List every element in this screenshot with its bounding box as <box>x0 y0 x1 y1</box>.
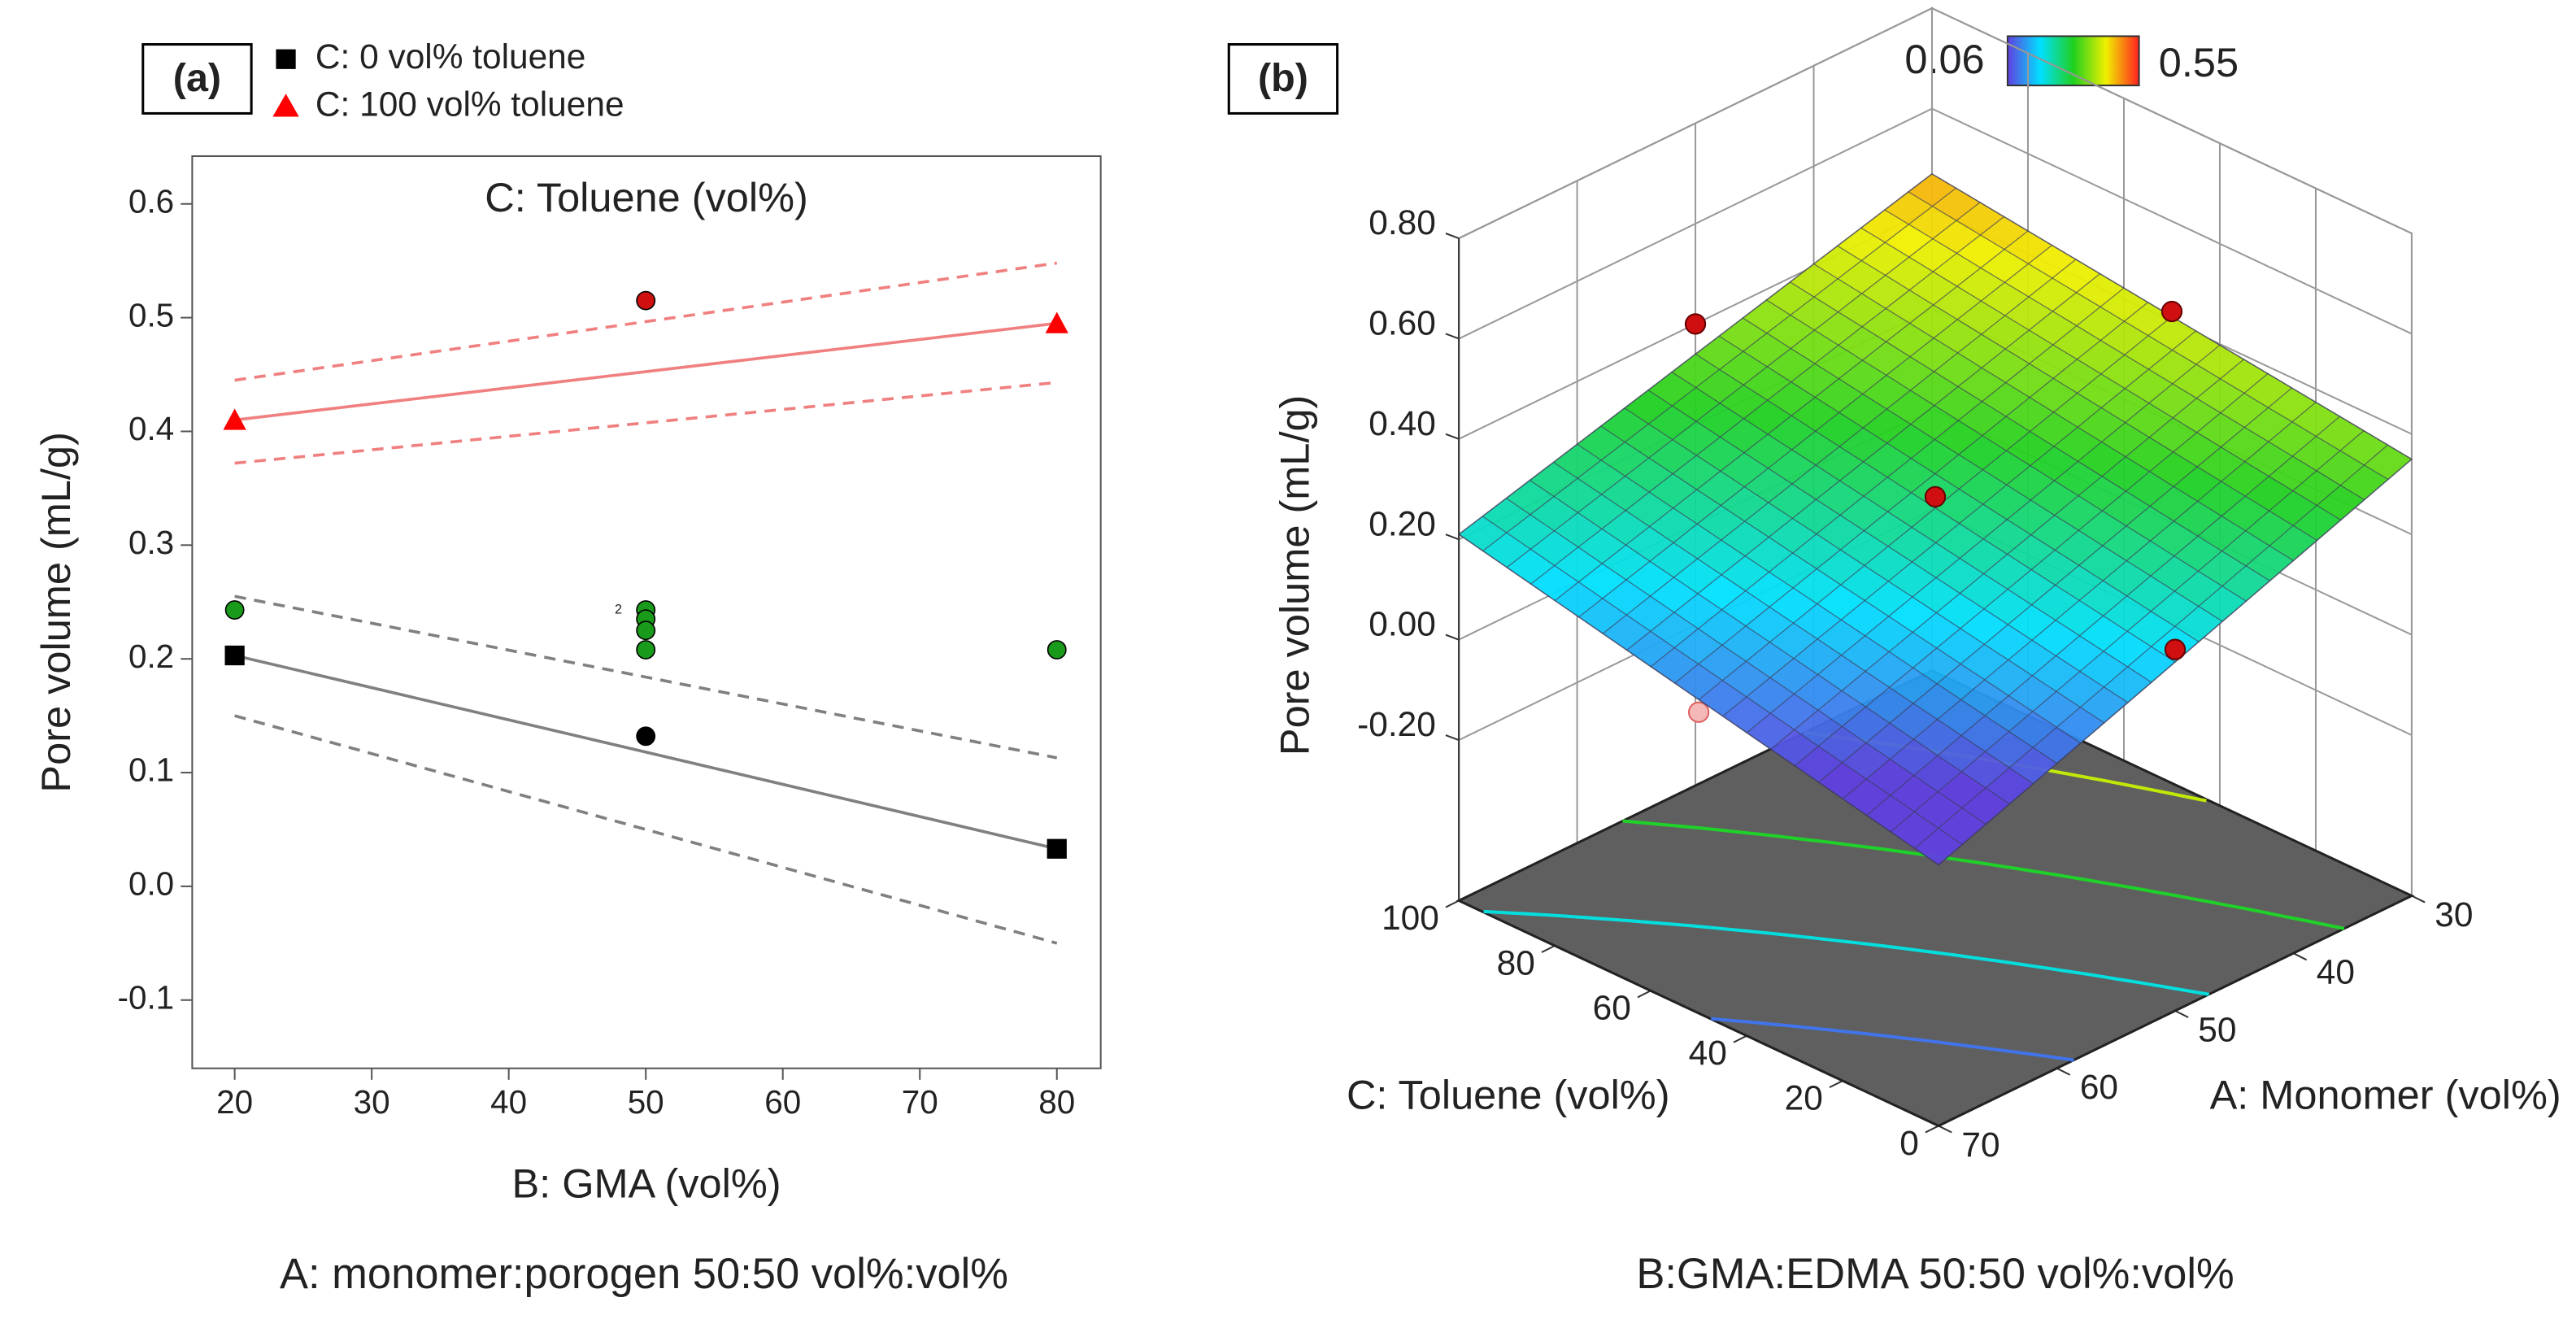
z-tick <box>1445 333 1460 340</box>
design-point <box>2160 300 2183 323</box>
design-point <box>636 290 656 311</box>
y-tick-label: 100 <box>1382 899 1439 937</box>
y-tick <box>1925 1125 1939 1134</box>
colorbar-max: 0.55 <box>2159 39 2239 85</box>
x-tick-label: 50 <box>628 1083 664 1121</box>
colorbar <box>2006 35 2140 87</box>
x-tick <box>2293 952 2308 961</box>
design-point <box>224 600 245 620</box>
z-tick-label: 0.60 <box>1368 303 1436 342</box>
z-tick <box>1445 433 1460 440</box>
plot-title: C: Toluene (vol%) <box>485 174 808 220</box>
panel-label: (b) <box>1258 56 1308 100</box>
x-tick-label: 70 <box>1961 1126 1999 1164</box>
y-tick-label: 0.5 <box>128 296 174 333</box>
panel-label-box <box>1227 43 1339 115</box>
z-tick-label: 0.40 <box>1368 404 1436 442</box>
colorbar-min: 0.06 <box>1904 36 1984 82</box>
design-point <box>2164 638 2187 660</box>
ci-upper <box>234 594 1058 760</box>
y-tick-label: 0.1 <box>128 751 174 789</box>
contour-line <box>1711 1017 2074 1062</box>
z-tick <box>1445 233 1460 239</box>
ci-upper <box>234 261 1058 382</box>
panel-label: (a) <box>173 56 221 100</box>
z-tick-label: 0.80 <box>1368 203 1436 242</box>
y-axis-label: C: Toluene (vol%) <box>1347 1071 1670 1117</box>
square-marker <box>1046 838 1067 859</box>
x-tick-label: 20 <box>216 1083 253 1121</box>
design-point <box>1924 485 1947 508</box>
x-tick-label: 30 <box>2435 895 2473 934</box>
y-axis-label: Pore volume (mL/g) <box>33 432 79 793</box>
design-point <box>1684 313 1707 335</box>
x-tick-label: 70 <box>902 1083 938 1121</box>
ci-lower <box>234 714 1058 945</box>
x-tick <box>2174 1010 2189 1018</box>
x-tick-label: 60 <box>2080 1068 2118 1106</box>
y-tick <box>1733 1034 1747 1043</box>
z-tick <box>1445 734 1460 742</box>
y-tick <box>1637 990 1651 999</box>
y-tick <box>1445 899 1460 908</box>
x-tick-label: 60 <box>764 1083 801 1121</box>
x-tick-label: 80 <box>1038 1083 1075 1121</box>
panel-label-box <box>141 43 253 115</box>
design-point <box>636 726 656 747</box>
design-point <box>636 640 656 660</box>
y-tick-label: 0.2 <box>128 638 174 675</box>
design-point <box>636 620 656 641</box>
y-tick-label: -0.1 <box>118 978 175 1016</box>
legend-marker <box>272 94 299 117</box>
x-tick <box>1938 1125 1952 1134</box>
square-marker <box>224 645 245 666</box>
z-tick <box>1445 634 1460 641</box>
design-point <box>1046 640 1067 660</box>
caption: B:GMA:EDMA 50:50 vol%:vol% <box>1636 1250 2234 1298</box>
y-tick-label: 40 <box>1689 1034 1727 1072</box>
triangle-marker <box>1045 311 1068 333</box>
z-tick <box>1445 533 1460 541</box>
y-tick-label: 0 <box>1899 1124 1919 1162</box>
fit-line <box>234 654 1058 851</box>
x-axis-label: A: Monomer (vol%) <box>2210 1071 2561 1117</box>
y-tick-label: 20 <box>1785 1078 1823 1117</box>
contour-line <box>1622 819 2345 930</box>
z-tick-label: 0.00 <box>1368 605 1436 643</box>
annotation: 2 <box>615 602 622 616</box>
z-axis-label: Pore volume (mL/g) <box>1271 395 1317 756</box>
y-tick-label: 0.6 <box>128 182 174 220</box>
y-tick <box>1829 1080 1843 1089</box>
z-tick-label: 0.20 <box>1368 504 1436 542</box>
legend-label: C: 0 vol% toluene <box>315 37 585 76</box>
y-tick-label: 0.0 <box>128 865 174 903</box>
y-tick-label: 0.4 <box>128 410 174 447</box>
x-tick-label: 40 <box>490 1083 527 1121</box>
x-tick-label: 30 <box>354 1083 390 1121</box>
x-tick-label: 40 <box>2317 953 2355 991</box>
x-axis-label: B: GMA (vol%) <box>511 1160 781 1207</box>
contour-line <box>1483 909 2209 996</box>
ci-lower <box>234 381 1057 465</box>
y-tick-label: 80 <box>1497 943 1535 982</box>
x-tick <box>2056 1067 2071 1076</box>
hidden-design-point <box>1687 701 1710 723</box>
legend-label: C: 100 vol% toluene <box>315 85 624 124</box>
legend-marker <box>276 49 296 69</box>
caption: A: monomer:porogen 50:50 vol%:vol% <box>280 1250 1008 1298</box>
x-tick <box>2411 895 2426 903</box>
fit-line <box>234 321 1057 422</box>
triangle-marker <box>223 408 246 430</box>
y-tick-label: 0.3 <box>128 524 174 561</box>
z-tick-label: -0.20 <box>1357 705 1436 743</box>
y-tick-label: 60 <box>1593 989 1631 1027</box>
x-tick-label: 50 <box>2198 1010 2236 1048</box>
y-tick <box>1541 945 1556 953</box>
